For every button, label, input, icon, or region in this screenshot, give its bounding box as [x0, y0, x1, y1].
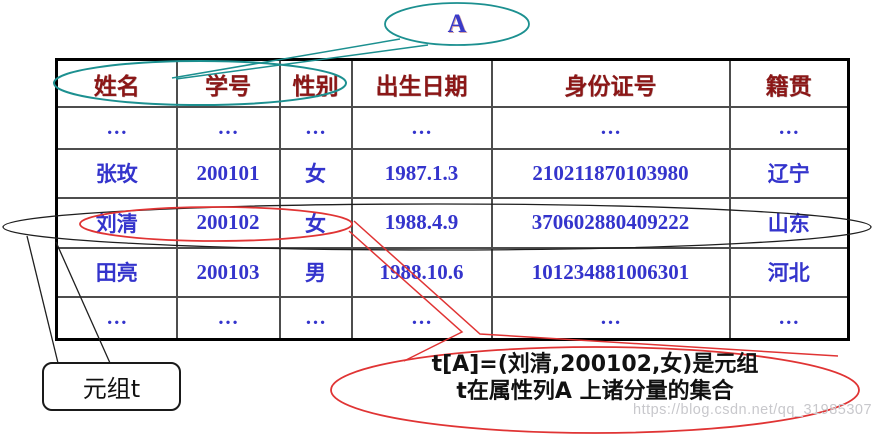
- table-cell: …: [728, 106, 850, 150]
- table-row-tianliang: 田亮 200103 男 1988.10.6 101234881006301 河北: [55, 246, 850, 298]
- header-cell-birth: 出生日期: [350, 58, 493, 108]
- table-row-zhangmei: 张玫 200101 女 1987.1.3 210211870103980 辽宁: [55, 147, 850, 200]
- header-cell-hometown: 籍贯: [728, 58, 850, 108]
- table-cell: 1987.1.3: [350, 147, 493, 200]
- table-cell: …: [278, 106, 353, 150]
- table-cell: 张玫: [55, 147, 178, 200]
- table-row-ellipsis-bottom: … … … … … …: [55, 295, 850, 341]
- table-cell: 女: [278, 147, 353, 200]
- watermark-url: https://blog.csdn.net/qq_31985307: [633, 402, 873, 418]
- table-cell: 1988.10.6: [350, 246, 493, 298]
- callout-line-1: t[A]=(刘清,200102,女)是元组: [431, 352, 759, 377]
- table-cell: 370602880409222: [490, 197, 731, 249]
- table-cell: …: [175, 106, 281, 150]
- table-cell: 田亮: [55, 246, 178, 298]
- table-cell: …: [728, 295, 850, 341]
- header-row: 姓名 学号 性别 出生日期 身份证号 籍贯: [55, 58, 850, 108]
- table-cell: …: [490, 106, 731, 150]
- table-cell: 101234881006301: [490, 246, 731, 298]
- table-cell: 200103: [175, 246, 281, 298]
- table-row-liuqing: 刘清 200102 女 1988.4.9 370602880409222 山东: [55, 197, 850, 249]
- table-cell: 男: [278, 246, 353, 298]
- table-cell: 210211870103980: [490, 147, 731, 200]
- table-cell: …: [350, 106, 493, 150]
- table-cell: 200101: [175, 147, 281, 200]
- table-cell: …: [55, 106, 178, 150]
- table-cell: …: [55, 295, 178, 341]
- table-cell: 山东: [728, 197, 850, 249]
- table-cell: …: [490, 295, 731, 341]
- table-cell: 1988.4.9: [350, 197, 493, 249]
- table-cell: …: [175, 295, 281, 341]
- tuple-t-label-box: 元组t: [42, 362, 181, 411]
- callout-text: t[A]=(刘清,200102,女)是元组 t在属性列A 上诸分量的集合: [330, 351, 860, 405]
- tuple-pointer-line: [26, 235, 59, 364]
- table-cell: …: [278, 295, 353, 341]
- header-cell-name: 姓名: [55, 58, 178, 108]
- table-cell: 女: [278, 197, 353, 249]
- relation-table: 姓名 学号 性别 出生日期 身份证号 籍贯 … … … … … … 张玫 200…: [55, 58, 850, 341]
- table-cell: 河北: [728, 246, 850, 298]
- header-cell-gender: 性别: [278, 58, 353, 108]
- header-cell-id: 学号: [175, 58, 281, 108]
- table-cell: …: [350, 295, 493, 341]
- table-cell: 200102: [175, 197, 281, 249]
- table-row-ellipsis-top: … … … … … …: [55, 106, 850, 150]
- table-cell: 刘清: [55, 197, 178, 249]
- header-cell-idcard: 身份证号: [490, 58, 731, 108]
- attribute-a-label: A: [447, 9, 467, 38]
- callout-line-2: t在属性列A 上诸分量的集合: [456, 379, 734, 404]
- table-cell: 辽宁: [728, 147, 850, 200]
